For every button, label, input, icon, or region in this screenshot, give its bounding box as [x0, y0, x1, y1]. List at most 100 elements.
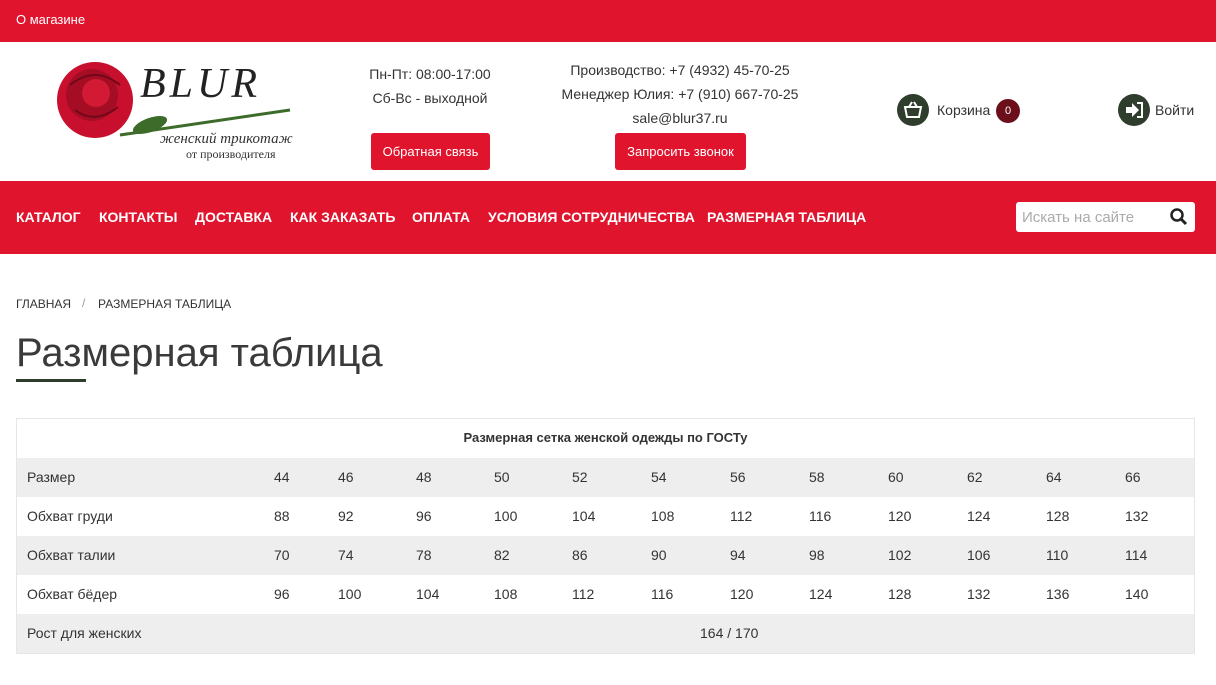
row-label: Рост для женских: [27, 625, 142, 641]
table-cell: 120: [730, 586, 754, 602]
table-cell: 52: [572, 469, 588, 485]
login-label[interactable]: Войти: [1155, 102, 1195, 118]
cart-icon[interactable]: [897, 94, 929, 126]
table-cell: 120: [888, 508, 912, 524]
feedback-button[interactable]: Обратная связь: [371, 133, 490, 170]
table-cell: 74: [338, 547, 354, 563]
table-cell: 90: [651, 547, 667, 563]
table-cell: 50: [494, 469, 510, 485]
table-cell: 128: [888, 586, 912, 602]
row-label: Размер: [27, 469, 76, 485]
table-cell: 56: [730, 469, 746, 485]
table-cell: 70: [274, 547, 290, 563]
row-label: Обхват талии: [27, 547, 116, 563]
top-link[interactable]: О магазине: [16, 12, 86, 27]
contact-email[interactable]: sale@blur37.ru: [632, 110, 728, 126]
table-cell: 136: [1046, 586, 1070, 602]
table-cell: 64: [1046, 469, 1062, 485]
nav-item[interactable]: КАТАЛОГ: [16, 209, 81, 225]
table-cell: 112: [730, 508, 753, 524]
row-label: Обхват бёдер: [27, 586, 118, 602]
breadcrumb-item[interactable]: ГЛАВНАЯ: [16, 297, 72, 311]
logo[interactable]: BLUR женский трикотаж от производителя: [50, 55, 310, 170]
contact-line: Менеджер Юлия: +7 (910) 667-70-25: [561, 86, 799, 102]
nav-bar: [0, 181, 1216, 254]
table-cell: 86: [572, 547, 588, 563]
table-caption: Размерная сетка женской одежды по ГОСТу: [463, 430, 748, 445]
table-cell: 46: [338, 469, 354, 485]
contacts: Производство: +7 (4932) 45-70-25 Менедже…: [530, 58, 830, 130]
table-cell: 104: [416, 586, 440, 602]
table-row: [17, 575, 1194, 614]
table-row: [17, 458, 1194, 497]
rose-leaf: [132, 115, 168, 135]
nav-item[interactable]: КОНТАКТЫ: [99, 209, 178, 225]
table-cell: 164 / 170: [700, 625, 759, 641]
hours-line: Пн-Пт: 08:00-17:00: [369, 66, 491, 82]
table-cell: 96: [416, 508, 432, 524]
hours-line: Сб-Вс - выходной: [372, 90, 488, 106]
table-cell: 100: [338, 586, 362, 602]
logo-tagline: женский трикотаж: [160, 131, 293, 147]
rose-lines: [69, 74, 121, 118]
table-cell: 62: [967, 469, 983, 485]
size-table: [16, 418, 1195, 654]
table-cell: 112: [572, 586, 595, 602]
table-cell: 98: [809, 547, 825, 563]
table-cell: 92: [338, 508, 354, 524]
table-cell: 106: [967, 547, 991, 563]
nav-item[interactable]: РАЗМЕРНАЯ ТАБЛИЦА: [707, 209, 867, 225]
table-cell: 108: [651, 508, 675, 524]
table-cell: 96: [274, 586, 290, 602]
table-cell: 116: [809, 508, 832, 524]
table-cell: 116: [651, 586, 674, 602]
table-cell: 78: [416, 547, 432, 563]
table-cell: 88: [274, 508, 290, 524]
table-cell: 132: [967, 586, 991, 602]
login-icon[interactable]: [1118, 94, 1150, 126]
top-bar: [0, 0, 1216, 42]
table-row: [17, 536, 1194, 575]
search-placeholder[interactable]: Искать на сайте: [1022, 209, 1135, 226]
table-cell: 58: [809, 469, 825, 485]
table-cell: 66: [1125, 469, 1141, 485]
nav-item[interactable]: ДОСТАВКА: [195, 209, 273, 225]
table-cell: 128: [1046, 508, 1070, 524]
hours: Пн-Пт: 08:00-17:00 Сб-Вс - выходной: [340, 62, 520, 110]
table-row: [17, 497, 1194, 536]
breadcrumb-item: РАЗМЕРНАЯ ТАБЛИЦА: [98, 297, 232, 311]
search-icon[interactable]: [1170, 208, 1188, 226]
table-cell: 82: [494, 547, 510, 563]
nav-item[interactable]: КАК ЗАКАЗАТЬ: [290, 209, 396, 225]
table-cell: 110: [1046, 547, 1069, 563]
cart-label[interactable]: Корзина: [937, 102, 991, 118]
table-cell: 108: [494, 586, 518, 602]
table-cell: 102: [888, 547, 912, 563]
table-cell: 100: [494, 508, 518, 524]
table-cell: 54: [651, 469, 667, 485]
breadcrumb-separator: /: [82, 296, 86, 310]
title-underline: [16, 379, 86, 382]
logo-subtagline: от производителя: [186, 147, 276, 161]
table-cell: 132: [1125, 508, 1149, 524]
table-cell: 114: [1125, 547, 1148, 563]
table-cell: 140: [1125, 586, 1149, 602]
search-box[interactable]: [1016, 202, 1195, 232]
page-title: Размерная таблица: [16, 331, 383, 375]
nav-item[interactable]: УСЛОВИЯ СОТРУДНИЧЕСТВА: [488, 209, 695, 225]
row-label: Обхват груди: [27, 508, 113, 524]
table-cell: 94: [730, 547, 746, 563]
table-row: [17, 614, 1194, 653]
table-cell: 124: [809, 586, 833, 602]
callback-button[interactable]: Запросить звонок: [615, 133, 746, 170]
table-cell: 60: [888, 469, 904, 485]
table-cell: 124: [967, 508, 991, 524]
table-cell: 104: [572, 508, 596, 524]
rose-petal: [82, 79, 110, 107]
nav-item[interactable]: ОПЛАТА: [412, 209, 470, 225]
logo-brand: BLUR: [140, 61, 261, 107]
table-cell: 44: [274, 469, 290, 485]
table-cell: 48: [416, 469, 432, 485]
